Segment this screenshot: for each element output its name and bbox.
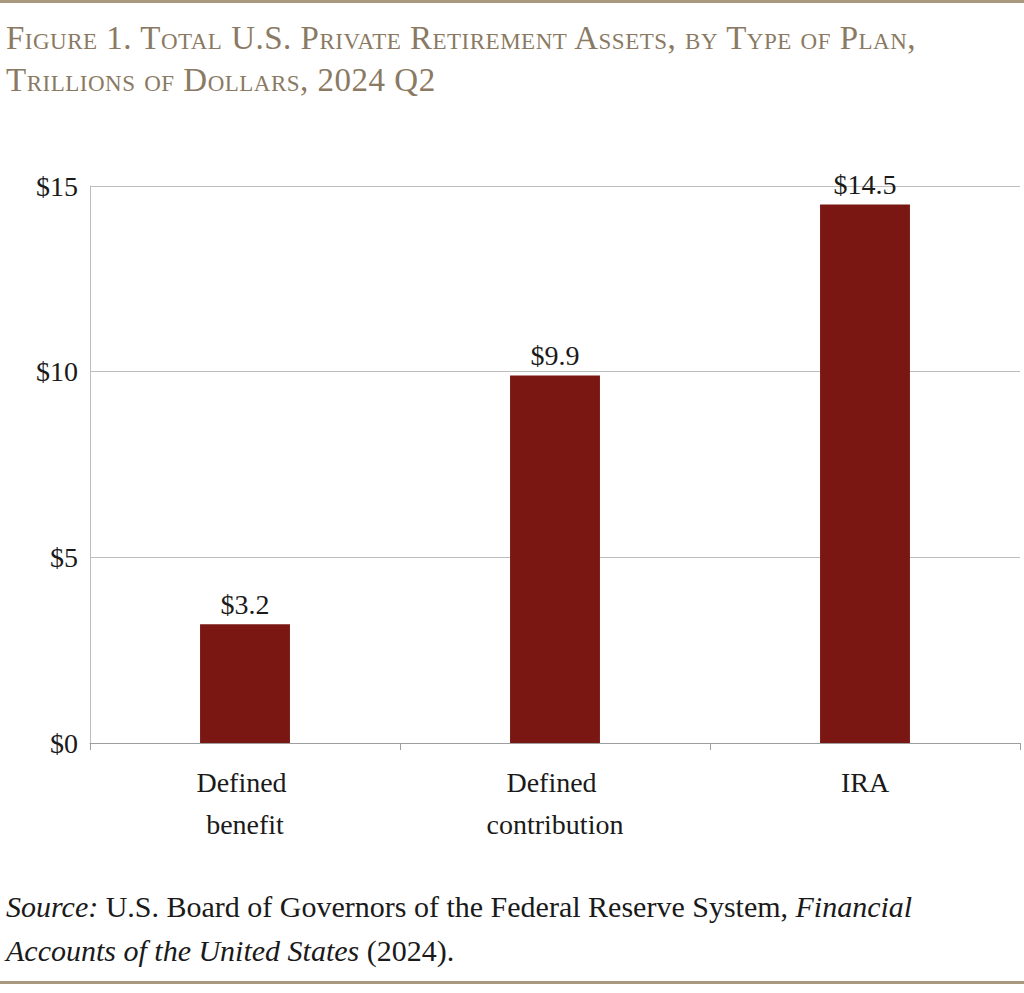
svg-text:benefit: benefit	[206, 809, 284, 840]
html-text:Source: U.S. Board of Governor: Source: U.S. Board of Governors of the F…	[6, 890, 913, 967]
svg-text:Defined: Defined	[506, 767, 603, 798]
svg-text:contribution: contribution	[487, 809, 624, 840]
svg-text:$14.5: $14.5	[834, 169, 897, 200]
svg-text:$15: $15	[36, 171, 78, 202]
svg-text:$9.9: $9.9	[531, 340, 580, 371]
svg-text:$10: $10	[36, 356, 78, 387]
svg-text:$0: $0	[50, 728, 78, 759]
html-text:Figure 1. Total U.S. Private R: Figure 1. Total U.S. Private Retirement …	[6, 20, 916, 98]
svg-text:Defined: Defined	[196, 767, 293, 798]
svg-text:$3.2: $3.2	[221, 589, 270, 620]
svg-text:$5: $5	[50, 542, 78, 573]
svg-text:IRA: IRA	[841, 767, 890, 798]
